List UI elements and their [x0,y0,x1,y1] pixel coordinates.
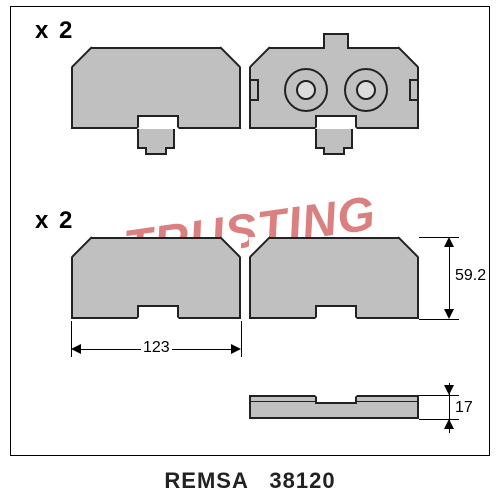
bottom-right-pad [249,237,419,319]
spring-clip-left [137,129,175,149]
qty-label-bottom: x 2 [35,207,74,235]
dim-width-value: 123 [141,339,172,357]
dim-height-arrow-bot [444,309,454,319]
dim-height-value: 59.2 [453,267,488,285]
piston-boss-right [344,68,388,112]
piston-boss-left [284,68,328,112]
top-pad-pair [71,47,431,157]
dim-thk-ext-top [419,395,459,396]
spring-clip-left-foot [145,147,167,155]
footer-part-number: 38120 [269,468,335,493]
top-right-pad [249,47,419,129]
bottom-pad-pair [71,237,431,337]
qty-label-top: x 2 [35,17,74,45]
bottom-left-pad [71,237,241,319]
spring-clip-right [315,129,353,149]
footer-brand: REMSA [164,468,248,493]
dim-width-arrow-r [231,344,241,354]
dim-height-ext-bot [419,319,459,320]
side-lug-left [249,79,259,101]
drawing-frame: TRUSTING x 2 [10,6,490,456]
spring-clip-right-foot [323,147,345,155]
dim-thk-arrow-top [444,385,454,395]
top-tab [323,33,349,49]
thickness-side-view [249,395,419,419]
dim-thk-value: 17 [453,399,475,417]
dim-height-line [449,239,450,317]
top-left-pad [71,47,241,129]
side-lug-right [409,79,419,101]
dim-width-arrow-l [71,344,81,354]
dim-height-arrow-top [444,237,454,247]
dim-width-ext-r [241,321,242,357]
dim-thk-arrow-bot [444,419,454,429]
footer-caption: REMSA 38120 [0,468,500,494]
